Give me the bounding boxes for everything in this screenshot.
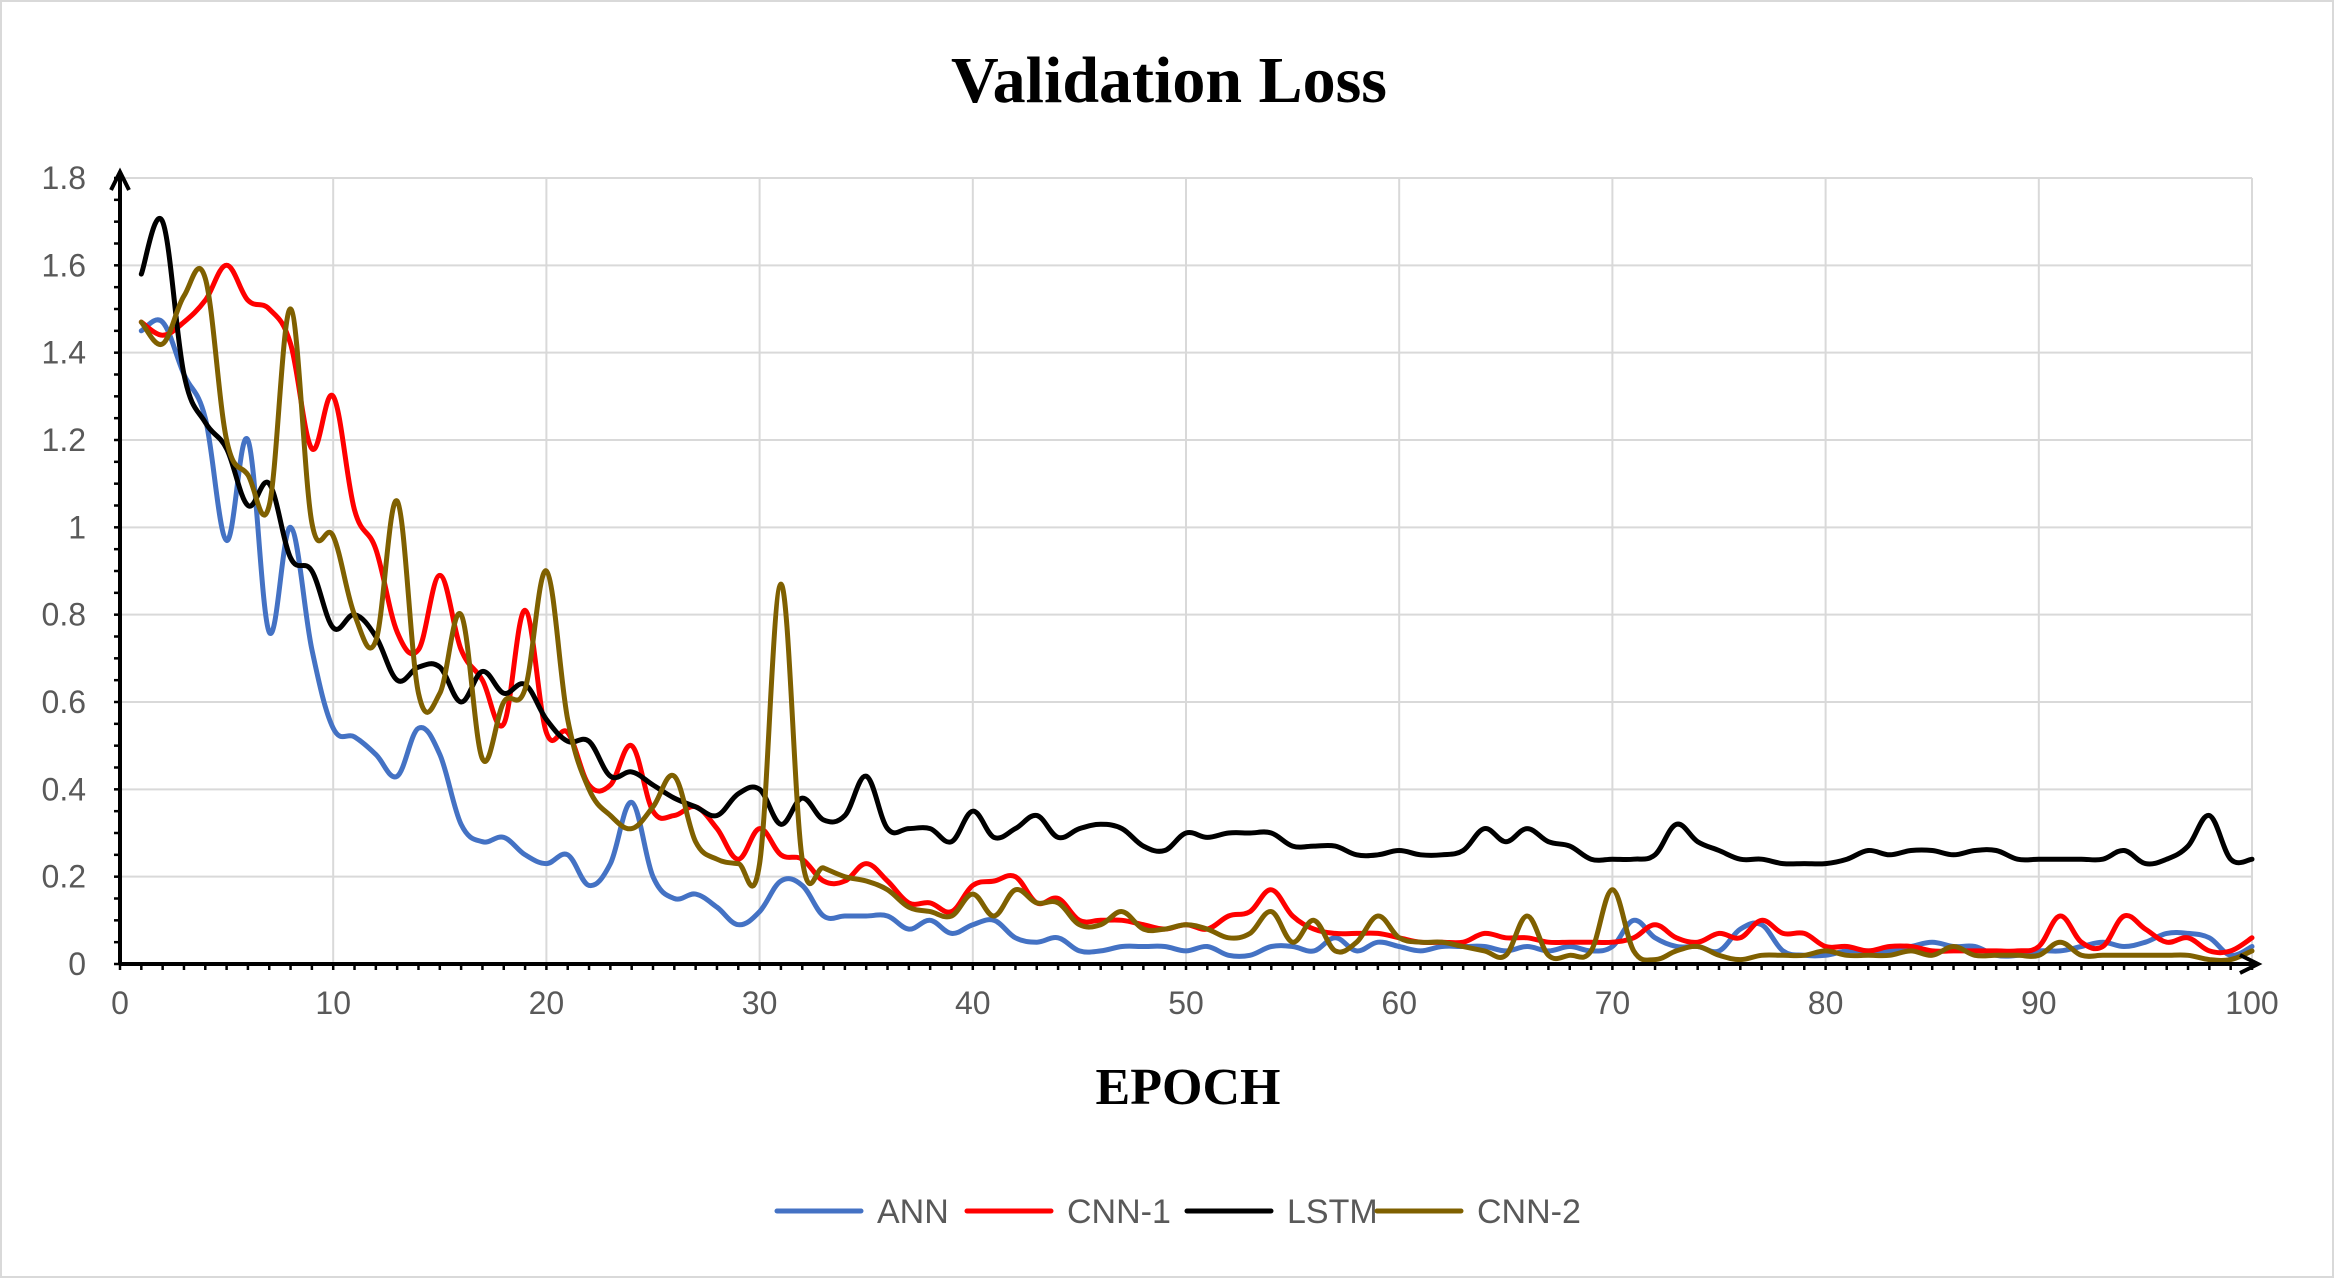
series-line-cnn-2 (138, 266, 2255, 964)
series-line-lstm (138, 216, 2255, 867)
y-tick-label: 0.2 (42, 859, 86, 895)
x-tick-label: 60 (1381, 985, 1417, 1021)
y-tick-label: 1 (68, 509, 86, 545)
legend-label-lstm: LSTM (1287, 1193, 1378, 1231)
x-tick-label: 20 (529, 985, 565, 1021)
y-tick-label: 0 (68, 946, 86, 982)
x-tick-label: 70 (1595, 985, 1631, 1021)
x-tick-label: 0 (111, 985, 129, 1021)
y-tick-label: 1.8 (42, 160, 86, 196)
chart-title: Validation Loss (951, 44, 1387, 117)
legend: ANN CNN-1 LSTM CNN-2 (774, 1193, 1581, 1231)
axes (109, 167, 2263, 975)
x-tick-label: 80 (1808, 985, 1844, 1021)
grid-lines (119, 177, 2253, 965)
y-tick-label: 0.6 (42, 684, 86, 720)
y-axis-arrow (109, 167, 131, 191)
y-tick-label: 1.6 (42, 247, 86, 283)
y-tick-label: 0.4 (42, 771, 86, 807)
x-tick-label: 50 (1168, 985, 1204, 1021)
axis-ticks: 0 0.2 0.4 0.6 0.8 1 1.2 1.4 1.6 1.8 0 10 20 30 40 50 60 7… (42, 160, 2279, 1021)
x-axis-title: EPOCH (1096, 1059, 1281, 1116)
series-lines (138, 216, 2255, 964)
legend-label-ann: ANN (877, 1193, 949, 1231)
x-axis-arrow (2239, 953, 2263, 975)
y-tick-label: 0.8 (42, 597, 86, 633)
x-tick-label: 30 (742, 985, 778, 1021)
y-tick-label: 1.4 (42, 335, 86, 371)
legend-label-cnn-1: CNN-1 (1067, 1193, 1171, 1231)
x-tick-label: 90 (2021, 985, 2057, 1021)
legend-label-cnn-2: CNN-2 (1477, 1193, 1581, 1231)
x-tick-label: 100 (2225, 985, 2278, 1021)
x-tick-label: 40 (955, 985, 991, 1021)
x-tick-label: 10 (315, 985, 351, 1021)
series-line-ann (138, 317, 2255, 959)
y-tick-label: 1.2 (42, 422, 86, 458)
